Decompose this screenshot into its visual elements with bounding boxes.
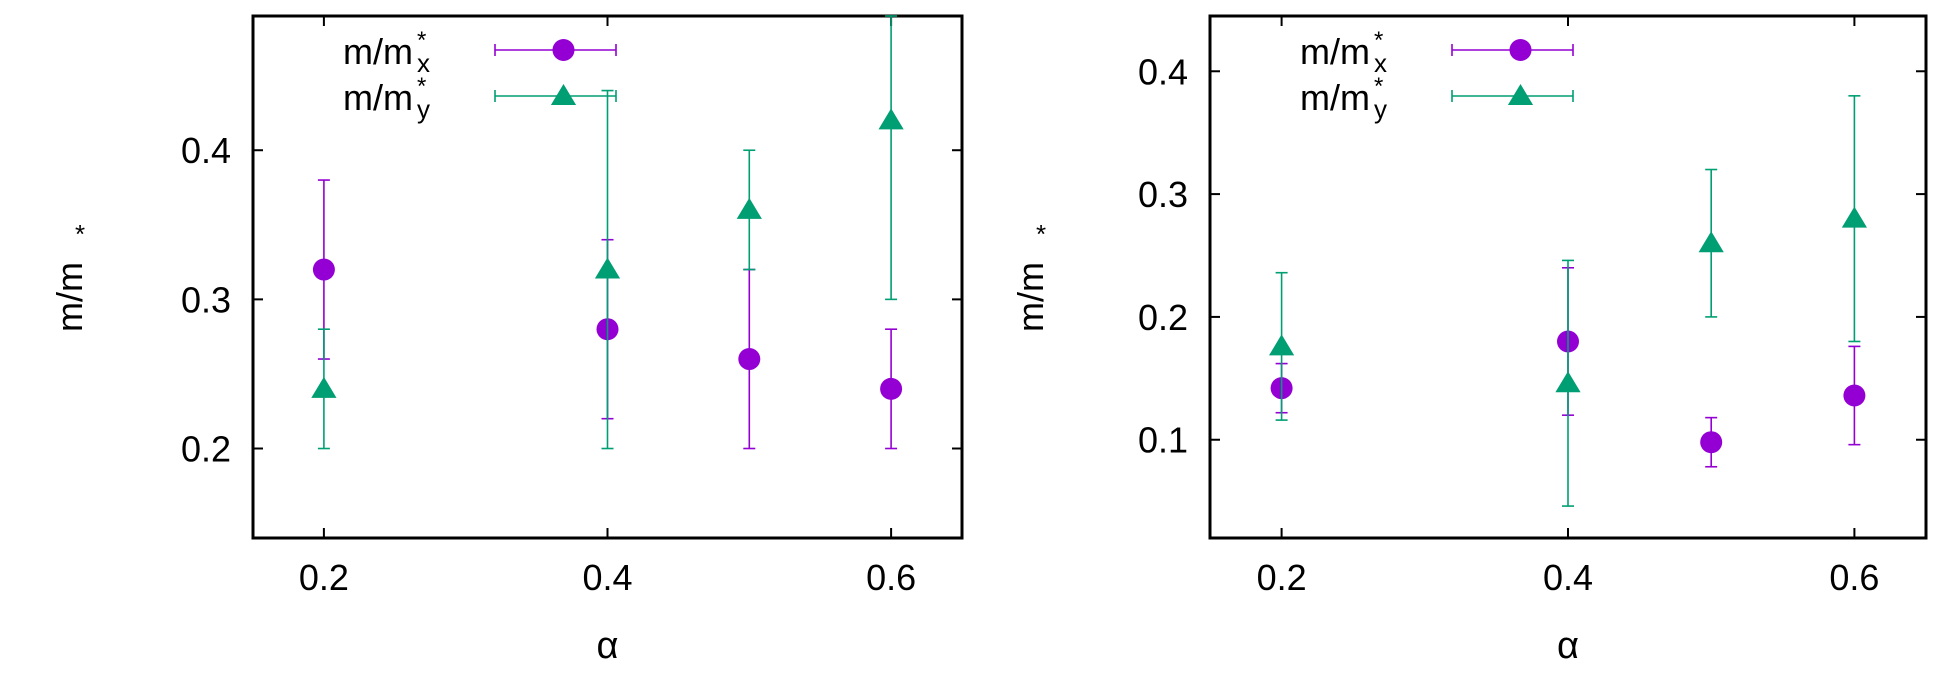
legend-label-sup: * xyxy=(1374,73,1383,100)
legend-marker-my xyxy=(1507,84,1534,105)
y-tick-label: 0.2 xyxy=(181,429,231,470)
legend-label-sup: * xyxy=(417,73,426,100)
data-point-mx xyxy=(738,348,761,371)
chart-panel-2: 0.2 0.4 0.60.10.20.30.4αm/m*m/m *xm/m *y xyxy=(1010,14,1928,667)
x-axis-label: α xyxy=(597,625,619,667)
y-tick-label: 0.2 xyxy=(1138,297,1188,338)
data-point-my xyxy=(311,376,337,398)
data-point-my xyxy=(1841,206,1867,228)
legend-label-my: m/m xyxy=(1300,77,1370,118)
data-point-mx xyxy=(312,258,335,281)
legend-label-sub: x xyxy=(1374,48,1387,78)
legend-label-my: m/m xyxy=(343,77,413,118)
legend-label-sub: x xyxy=(417,48,430,78)
legend-marker-mx xyxy=(552,39,575,61)
x-tick-label: 0.4 xyxy=(1543,557,1593,598)
y-axis-label: m/m xyxy=(49,262,90,332)
x-tick-label: 0.2 xyxy=(1257,557,1307,598)
legend: m/m *xm/m *y xyxy=(343,27,617,124)
data-point-my xyxy=(878,108,904,130)
x-tick-label: 0.4 xyxy=(582,557,632,598)
series-my xyxy=(1269,95,1867,507)
x-axis-label: α xyxy=(1557,625,1579,667)
legend-marker-my xyxy=(550,84,577,105)
legend-marker-mx xyxy=(1509,39,1532,61)
data-point-my xyxy=(1269,334,1295,356)
legend-label-sub: y xyxy=(417,94,430,124)
legend-label-sup: * xyxy=(417,27,426,54)
x-tick-label: 0.6 xyxy=(1829,557,1879,598)
y-tick-label: 0.1 xyxy=(1138,420,1188,461)
data-point-mx xyxy=(880,377,903,400)
x-tick-label: 0.6 xyxy=(866,557,916,598)
legend-label-sub: y xyxy=(1374,94,1387,124)
data-point-mx xyxy=(1700,431,1723,454)
y-axis-label-sup: * xyxy=(75,219,85,249)
y-axis-label: m/m xyxy=(1010,262,1051,332)
data-point-my xyxy=(1555,371,1581,393)
x-tick-label: 0.2 xyxy=(299,557,349,598)
y-axis-label-sup: * xyxy=(1036,219,1046,249)
data-point-mx xyxy=(1843,384,1866,407)
y-tick-label: 0.3 xyxy=(1138,174,1188,215)
data-point-my xyxy=(594,257,621,279)
y-tick-label: 0.4 xyxy=(181,130,231,171)
series-my xyxy=(311,15,904,450)
chart-panel-1: 0.2 0.4 0.60.20.30.4αm/m*m/m *xm/m *y xyxy=(49,14,964,667)
legend-label-sup: * xyxy=(1374,27,1383,54)
legend: m/m *xm/m *y xyxy=(1300,27,1574,124)
data-point-my xyxy=(1698,231,1724,253)
legend-label-mx: m/m xyxy=(343,31,413,72)
y-tick-label: 0.3 xyxy=(181,279,231,320)
data-point-my xyxy=(736,197,762,219)
y-tick-label: 0.4 xyxy=(1138,51,1188,92)
legend-label-mx: m/m xyxy=(1300,31,1370,72)
